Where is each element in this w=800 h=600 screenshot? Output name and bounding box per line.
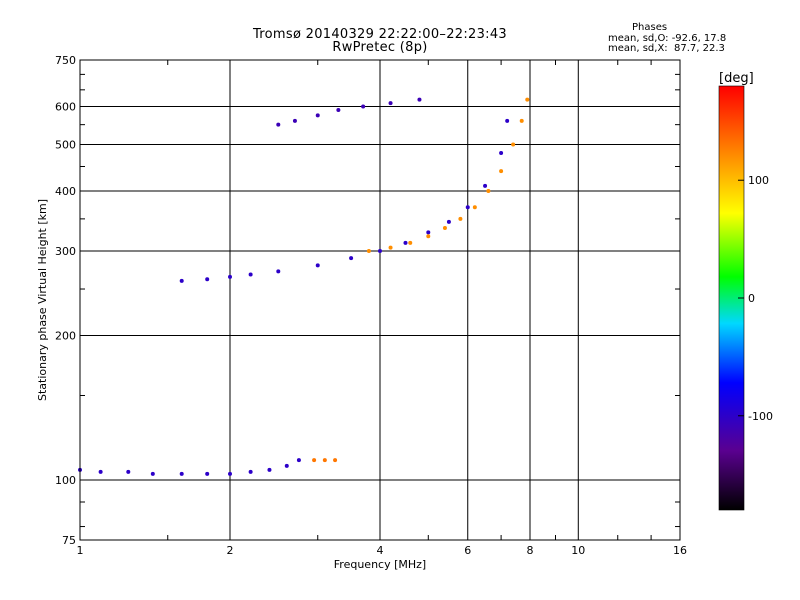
data-point: [276, 122, 281, 127]
y-tick-label: 300: [55, 245, 76, 258]
data-point: [150, 471, 155, 476]
data-point: [205, 277, 210, 282]
stats-heading: Phases: [632, 22, 668, 33]
data-point: [333, 458, 338, 463]
data-point: [322, 458, 327, 463]
data-point: [276, 269, 281, 274]
data-point: [465, 205, 470, 210]
data-point: [499, 151, 504, 156]
colorbar-tick-label: 0: [748, 292, 755, 305]
data-point: [519, 118, 524, 123]
x-tick-label: 2: [227, 544, 234, 557]
colorbar-tick-label: -100: [748, 410, 773, 423]
data-point: [315, 113, 320, 118]
data-point: [267, 467, 272, 472]
x-tick-label: 16: [673, 544, 687, 557]
x-tick-label: 8: [527, 544, 534, 557]
axis-ticks: 1 2 4 6 8 10 16 750 600 500 400 300 200 100 75: [55, 54, 687, 557]
data-point: [284, 463, 289, 468]
x-tick-label: 4: [377, 544, 384, 557]
data-point: [511, 142, 516, 147]
data-point: [388, 101, 393, 106]
data-point: [336, 108, 341, 113]
x-tick-label: 6: [464, 544, 471, 557]
data-point: [417, 97, 422, 102]
y-axis-label: Stationary phase Virtual Height [km]: [36, 199, 49, 401]
data-point: [378, 249, 382, 254]
data-point: [126, 469, 131, 474]
data-point: [248, 272, 253, 277]
colorbar-title: [deg]: [719, 71, 754, 86]
data-point: [442, 226, 447, 231]
data-point: [366, 249, 371, 254]
data-point: [361, 104, 366, 109]
data-point: [483, 183, 488, 188]
data-point: [472, 205, 477, 210]
data-point: [446, 219, 451, 224]
grid-lines: [80, 60, 680, 540]
stats-line-o: mean, sd,O: -92.6, 17.8: [608, 33, 727, 44]
data-point: [228, 274, 232, 279]
data-point: [248, 469, 253, 474]
data-point: [315, 263, 320, 268]
data-points: [78, 97, 530, 476]
data-point: [312, 458, 317, 463]
chart-subtitle: RwPretec (8p): [332, 40, 428, 55]
y-tick-label: 100: [55, 474, 76, 487]
x-tick-label: 1: [77, 544, 84, 557]
data-point: [426, 234, 431, 239]
data-point: [388, 245, 393, 250]
data-point: [426, 230, 431, 235]
y-tick-label: 400: [55, 185, 76, 198]
data-point: [403, 240, 408, 245]
data-point: [179, 278, 184, 283]
data-point: [486, 189, 491, 194]
stats-line-x: mean, sd,X: 87.7, 22.3: [608, 43, 725, 54]
chart-title: Tromsø 20140329 22:22:00–22:23:43: [252, 27, 508, 42]
data-point: [205, 471, 210, 476]
data-point: [458, 216, 463, 221]
data-point: [292, 118, 297, 123]
data-point: [505, 118, 510, 123]
x-tick-label: 10: [571, 544, 585, 557]
y-tick-label: 750: [55, 54, 76, 67]
y-tick-label: 200: [55, 330, 76, 343]
data-point: [525, 97, 530, 102]
y-tick-label: 75: [62, 534, 76, 547]
data-point: [98, 469, 103, 474]
y-tick-label: 600: [55, 101, 76, 114]
data-point: [349, 256, 354, 261]
data-point: [296, 458, 301, 463]
y-tick-label: 500: [55, 139, 76, 152]
colorbar-tick-label: 100: [748, 174, 769, 187]
x-axis-label: Frequency [MHz]: [334, 558, 426, 571]
colorbar-ticks: 100 0 -100: [738, 174, 773, 423]
data-point: [408, 240, 413, 245]
data-point: [499, 169, 504, 174]
data-point: [179, 471, 184, 476]
data-point: [228, 471, 232, 476]
plot-frame: [79, 59, 681, 541]
